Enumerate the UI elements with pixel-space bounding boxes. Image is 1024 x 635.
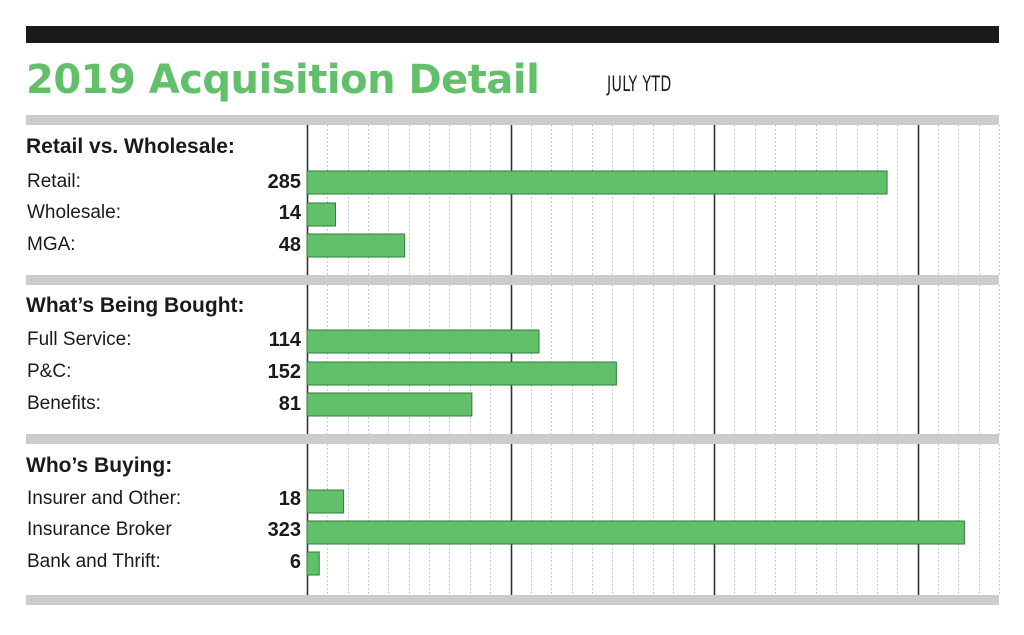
- row-label: Retail:: [27, 171, 81, 192]
- section-divider: [26, 434, 999, 444]
- row-label: Insurance Broker: [27, 519, 172, 540]
- section-divider: [26, 275, 999, 285]
- bar: [306, 233, 406, 258]
- bar: [306, 170, 888, 195]
- row-value: 48: [278, 234, 301, 256]
- top-rule: [26, 26, 999, 43]
- row-label: Bank and Thrift:: [27, 551, 161, 572]
- bar: [306, 329, 540, 354]
- bar: [306, 202, 336, 227]
- row-value: 152: [267, 361, 301, 383]
- row-label: Full Service:: [27, 329, 132, 350]
- bar: [306, 489, 345, 514]
- row-label: Insurer and Other:: [27, 488, 182, 509]
- section-divider: [26, 115, 999, 125]
- row-value: 114: [268, 329, 301, 351]
- row-value: 14: [278, 202, 301, 224]
- row-value: 81: [278, 393, 301, 415]
- row-value: 18: [278, 488, 301, 510]
- bar: [306, 551, 320, 576]
- row-value: 285: [267, 171, 301, 193]
- bar: [306, 361, 617, 386]
- group-title-whos-buying: Who’s Buying:: [26, 454, 173, 477]
- row-value: 6: [289, 551, 301, 573]
- chart-subtitle: JULY YTD: [607, 72, 672, 96]
- row-label: MGA:: [27, 234, 76, 255]
- group-title-whats-being-bought: What’s Being Bought:: [26, 294, 245, 317]
- row-label: Benefits:: [27, 393, 101, 414]
- section-divider: [26, 595, 999, 605]
- row-label: Wholesale:: [27, 202, 121, 223]
- row-value: 323: [267, 519, 301, 541]
- row-label: P&C:: [27, 361, 72, 382]
- group-title-retail-vs-wholesale: Retail vs. Wholesale:: [26, 135, 235, 158]
- chart-title: 2019 Acquisition Detail: [26, 57, 540, 103]
- bar: [306, 520, 965, 545]
- bar: [306, 392, 473, 417]
